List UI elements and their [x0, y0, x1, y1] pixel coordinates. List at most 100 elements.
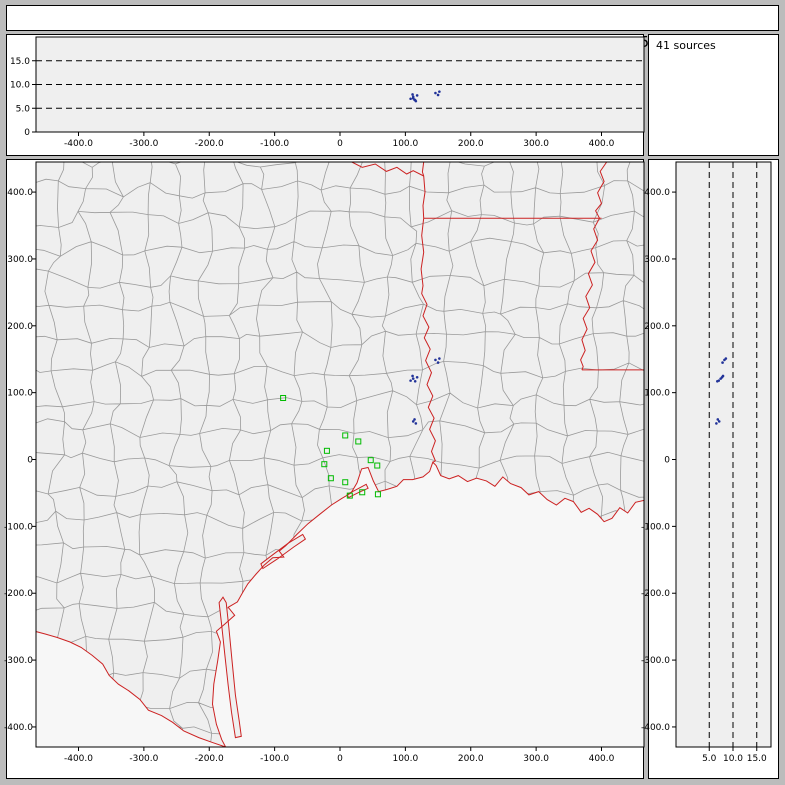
lma-station-marker: [374, 462, 381, 469]
x-tick-label: -400.0: [64, 139, 93, 149]
plan-view-plot[interactable]: -400.0 -300.0 -200.0 -100.0 0 100.0 200.0 300.0…: [4, 160, 645, 778]
x-tick-label: 15.0: [747, 754, 767, 764]
x-tick-label: 200.0: [458, 139, 484, 149]
lightning-source-dot: [436, 361, 440, 364]
lma-station-marker: [346, 492, 353, 499]
altitude-ns-panel: 5.0 10.0 15.0 400.0 300.0 200.0 100.0 0 -100.0 -2…: [641, 159, 779, 779]
state-border: [351, 162, 424, 177]
y-tick-label: -400.0: [641, 723, 670, 733]
plan-view-panel: -400.0 -300.0 -200.0 -100.0 0 100.0 200.0 300.0…: [4, 159, 645, 779]
lma-station-marker: [374, 491, 381, 498]
y-tick-label: 200.0: [644, 322, 670, 332]
lightning-source-dot: [413, 418, 416, 421]
altitude-ns-plot[interactable]: 5.0 10.0 15.0 400.0 300.0 200.0 100.0 0 -100.0 -2…: [641, 160, 778, 778]
sources-count-panel: 41 sources: [648, 34, 779, 156]
x-tick-label: -200.0: [195, 139, 224, 149]
lightning-source-dot: [409, 97, 412, 101]
lightning-source-dot: [414, 422, 418, 425]
lightning-source-dot: [411, 420, 415, 423]
lightning-source-dot: [724, 357, 728, 360]
y-tick-label: 300.0: [7, 255, 33, 265]
y-tick-label: -300.0: [641, 656, 670, 666]
x-tick-label: 300.0: [523, 754, 549, 764]
y-tick-label: 15.0: [10, 57, 30, 67]
y-tick-label: 0: [24, 128, 30, 138]
x-tick-label: 300.0: [523, 139, 549, 149]
lightning-source-dot: [717, 420, 721, 423]
barrier-island: [218, 596, 242, 739]
lightning-source-dot: [434, 91, 437, 95]
lightning-source-dot: [721, 361, 724, 364]
coastline: [36, 461, 644, 747]
state-border: [580, 162, 608, 371]
plot-border: [675, 161, 772, 748]
x-tick-label: 10.0: [723, 754, 743, 764]
alt-ns-plot-area: [676, 162, 771, 747]
lma-station-marker: [342, 432, 349, 439]
x-tick-label: 200.0: [458, 754, 484, 764]
y-tick-label: 5.0: [16, 104, 31, 114]
lma-station-marker: [359, 489, 366, 496]
x-tick-label: -100.0: [260, 754, 289, 764]
x-tick-label: -300.0: [129, 754, 158, 764]
lma-station-marker: [342, 479, 349, 486]
y-tick-label: 300.0: [644, 255, 670, 265]
lightning-source-dot: [415, 375, 419, 379]
y-tick-label: 0: [664, 456, 670, 466]
lightning-source-dot: [411, 377, 415, 380]
plot-border: [35, 161, 645, 748]
lma-station-marker: [323, 447, 330, 454]
y-tick-label: -100.0: [641, 522, 670, 532]
lightning-source-dot: [411, 374, 414, 378]
sources-count-label: 41 sources: [656, 39, 716, 52]
title-bar: Houston Lightning Mapping Array 1500-160…: [6, 5, 779, 51]
lma-station-marker: [327, 475, 334, 482]
y-tick-label: -100.0: [4, 522, 33, 532]
y-tick-label: 100.0: [644, 389, 670, 399]
y-tick-label: 0: [27, 456, 33, 466]
x-tick-label: 100.0: [392, 754, 418, 764]
lightning-source-dot: [415, 94, 419, 97]
x-tick-label: -100.0: [260, 139, 289, 149]
x-tick-label: 100.0: [392, 139, 418, 149]
y-tick-label: 10.0: [10, 81, 30, 91]
lightning-source-dot: [411, 93, 414, 96]
map-layers: [36, 162, 644, 747]
lma-station-marker: [280, 395, 287, 402]
plot-border: [35, 36, 645, 133]
state-border: [420, 218, 437, 463]
lma-station-marker: [321, 461, 328, 468]
y-tick-label: -300.0: [4, 656, 33, 666]
altitude-ew-plot[interactable]: -400.0 -300.0 -200.0 -100.0 0 100.0 200.0 300.0…: [7, 35, 645, 155]
x-tick-label: -200.0: [195, 754, 224, 764]
lightning-source-dot: [438, 90, 441, 93]
lightning-source-dot: [438, 357, 441, 360]
lma-station-marker: [355, 438, 362, 445]
x-tick-label: 0: [337, 139, 343, 149]
y-tick-label: -200.0: [4, 589, 33, 599]
x-tick-label: 5.0: [702, 754, 717, 764]
lightning-source-dot: [434, 358, 437, 362]
x-tick-label: 400.0: [589, 754, 615, 764]
y-tick-label: 100.0: [7, 389, 33, 399]
lightning-source-dot: [413, 379, 417, 383]
x-tick-label: 0: [337, 754, 343, 764]
lightning-source-dot: [436, 93, 440, 97]
y-tick-label: -400.0: [4, 723, 33, 733]
lightning-source-dot: [716, 418, 720, 421]
state-border: [421, 162, 426, 219]
altitude-ew-panel: -400.0 -300.0 -200.0 -100.0 0 100.0 200.0 300.0…: [6, 34, 645, 156]
lightning-source-dot: [716, 379, 719, 383]
y-tick-label: -200.0: [641, 589, 670, 599]
x-tick-label: -300.0: [129, 139, 158, 149]
lightning-source-dot: [715, 422, 718, 425]
y-tick-label: 400.0: [644, 188, 670, 198]
y-tick-label: 400.0: [7, 188, 33, 198]
y-tick-label: 200.0: [7, 322, 33, 332]
x-tick-label: 400.0: [589, 139, 615, 149]
x-tick-label: -400.0: [64, 754, 93, 764]
lma-station-marker: [367, 457, 374, 464]
lightning-source-dot: [721, 374, 725, 378]
lightning-source-dot: [413, 98, 416, 101]
